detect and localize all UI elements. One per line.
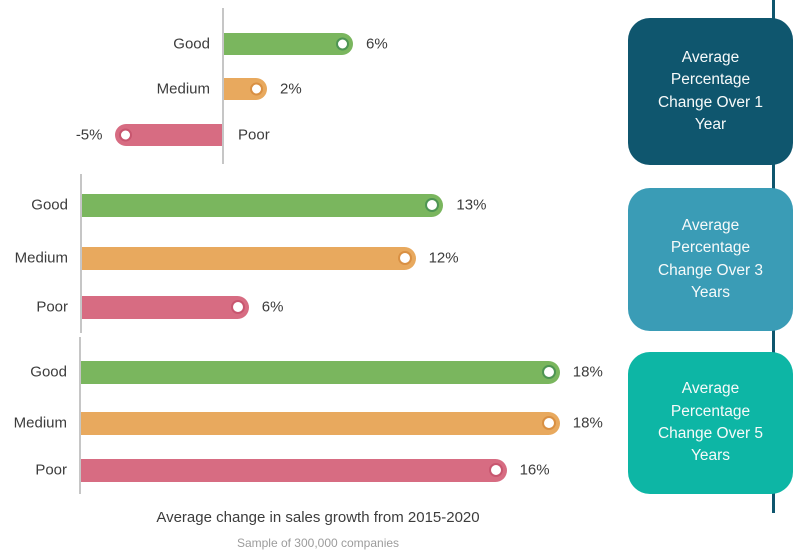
value-label: 6% bbox=[261, 298, 284, 316]
bar-marker-circle bbox=[488, 463, 503, 477]
bar-marker-circle bbox=[250, 82, 263, 96]
category-label-good: Good bbox=[30, 363, 67, 381]
panel-1-year-label: Average Percentage Change Over 1 Year bbox=[657, 48, 764, 133]
category-label-poor: Poor bbox=[35, 461, 67, 479]
bar-good bbox=[82, 193, 444, 217]
value-label: 13% bbox=[456, 196, 487, 214]
axis-line bbox=[222, 8, 224, 164]
value-label: -5% bbox=[75, 126, 103, 144]
bar-poor bbox=[81, 458, 507, 482]
value-label: 6% bbox=[366, 35, 388, 53]
bar-marker-circle bbox=[118, 128, 132, 142]
category-label-medium: Medium bbox=[156, 80, 210, 98]
bar-poor bbox=[114, 124, 222, 146]
bar-medium bbox=[82, 246, 416, 270]
panel-1-year: Average Percentage Change Over 1 Year bbox=[628, 18, 793, 165]
axis-line bbox=[79, 337, 81, 494]
chart-subcaption: Sample of 300,000 companies bbox=[236, 536, 400, 550]
bar-marker-circle bbox=[230, 300, 245, 314]
panel-5-years: Average Percentage Change Over 5 Years bbox=[628, 352, 793, 494]
value-label: 2% bbox=[280, 80, 302, 98]
bar-marker-circle bbox=[425, 198, 440, 212]
value-label: 18% bbox=[572, 414, 603, 432]
category-label-poor: Poor bbox=[238, 126, 270, 144]
category-label-good: Good bbox=[173, 35, 210, 53]
value-label: 16% bbox=[519, 461, 550, 479]
bar-good bbox=[81, 360, 560, 384]
bar-marker-circle bbox=[541, 416, 556, 430]
panel-3-years: Average Percentage Change Over 3 Years bbox=[628, 188, 793, 331]
value-label: 18% bbox=[572, 363, 603, 381]
axis-line bbox=[80, 174, 82, 333]
panel-5-years-label: Average Percentage Change Over 5 Years bbox=[657, 380, 764, 465]
panel-3-years-label: Average Percentage Change Over 3 Years bbox=[657, 216, 764, 301]
chart-caption: Average change in sales growth from 2015… bbox=[156, 509, 480, 526]
bar-poor bbox=[82, 295, 249, 319]
value-label: 12% bbox=[428, 249, 459, 267]
bar-marker-circle bbox=[541, 365, 556, 379]
bar-medium bbox=[224, 78, 267, 100]
bar-marker-circle bbox=[397, 251, 412, 265]
bar-marker-circle bbox=[336, 37, 349, 51]
bar-good bbox=[224, 33, 353, 55]
category-label-good: Good bbox=[31, 196, 68, 214]
bar-medium bbox=[81, 411, 560, 435]
category-label-medium: Medium bbox=[14, 249, 68, 267]
category-label-poor: Poor bbox=[36, 298, 68, 316]
category-label-medium: Medium bbox=[13, 414, 67, 432]
